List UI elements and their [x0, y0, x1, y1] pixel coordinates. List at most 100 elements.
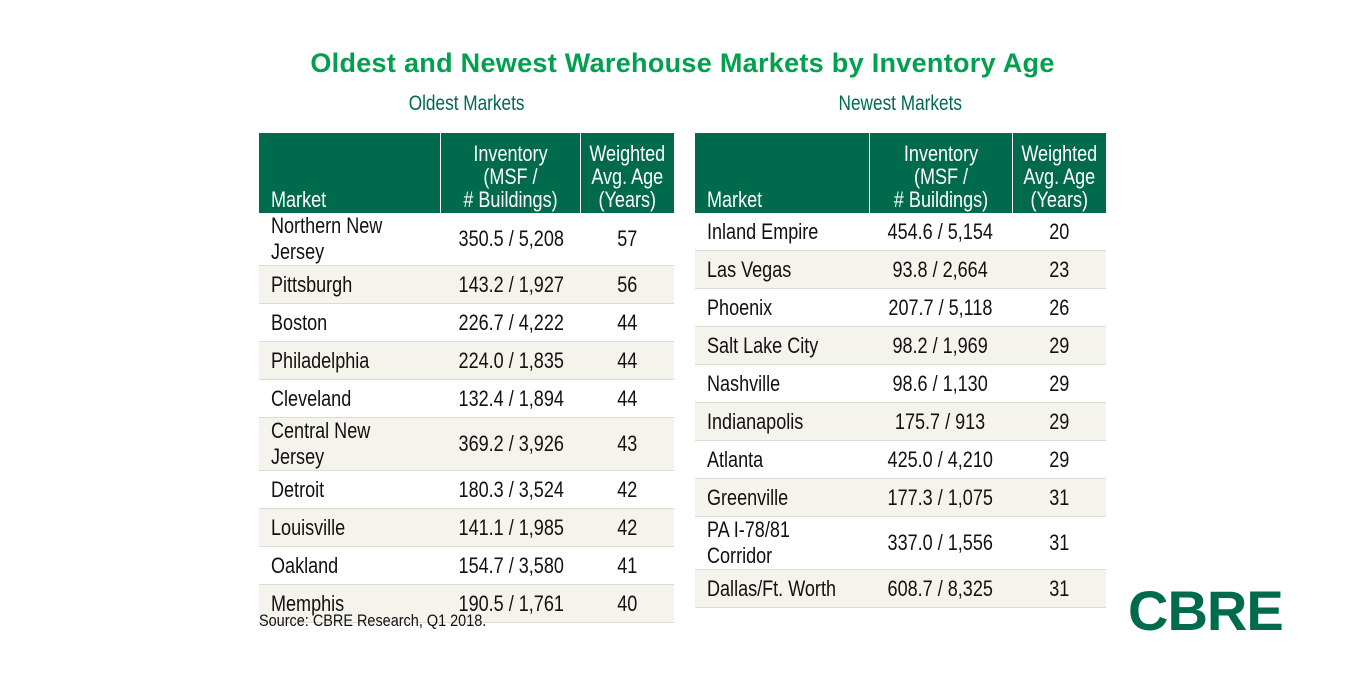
age-cell: 29	[1012, 326, 1106, 365]
cell-text: Northern New Jersey	[271, 213, 383, 264]
table-row: Phoenix 207.7 / 5,118 26	[695, 288, 1106, 327]
cell-text: 26	[1048, 294, 1070, 320]
market-cell: Cleveland	[259, 379, 441, 418]
age-cell: 44	[580, 303, 674, 342]
market-cell: Atlanta	[695, 440, 869, 479]
column-header: Market	[259, 133, 442, 213]
chart-title: Oldest and Newest Warehouse Markets by I…	[310, 48, 1055, 78]
table-row: Central New Jersey 369.2 / 3,926 43	[259, 417, 674, 471]
cell-text: 29	[1048, 408, 1070, 434]
cell-text: 369.2 / 3,926	[458, 431, 564, 456]
cell-text: 226.7 / 4,222	[458, 309, 564, 335]
cell-text: 190.5 / 1,761	[458, 590, 564, 616]
column-header: Market	[695, 133, 870, 213]
inventory-cell: 350.5 / 5,208	[440, 213, 581, 266]
market-cell: Detroit	[259, 470, 441, 509]
cell-text: Indianapolis	[707, 408, 804, 434]
cell-text: PA I-78/81 Corridor	[707, 517, 790, 568]
market-cell: Salt Lake City	[695, 326, 869, 365]
cell-text: 98.2 / 1,969	[892, 332, 989, 358]
cell-text: 44	[617, 385, 638, 411]
inventory-cell: 224.0 / 1,835	[440, 341, 581, 380]
table-row: Las Vegas 93.8 / 2,664 23	[695, 250, 1106, 289]
market-cell: PA I-78/81 Corridor	[695, 516, 869, 570]
market-cell: Louisville	[259, 508, 441, 547]
market-cell: Inland Empire	[695, 213, 869, 251]
market-cell: Oakland	[259, 546, 441, 585]
oldest-markets-table: Market Inventory (MSF / # Buildings) Weight…	[259, 133, 674, 623]
table-row: Salt Lake City 98.2 / 1,969 29	[695, 326, 1106, 365]
column-header-text: Weighted Avg. Age (Years)	[589, 141, 666, 212]
cell-text: 29	[1048, 446, 1070, 472]
cell-text: 31	[1048, 575, 1070, 601]
age-cell: 40	[580, 584, 674, 623]
table-row: Inland Empire 454.6 / 5,154 20	[695, 213, 1106, 251]
table-row: Pittsburgh 143.2 / 1,927 56	[259, 265, 674, 304]
cell-text: 44	[617, 309, 638, 335]
market-cell: Greenville	[695, 478, 869, 517]
market-cell: Central New Jersey	[259, 417, 441, 471]
table-row: Indianapolis 175.7 / 913 29	[695, 402, 1106, 441]
cell-text: Philadelphia	[271, 347, 370, 373]
inventory-cell: 98.2 / 1,969	[869, 326, 1012, 365]
cell-text: 350.5 / 5,208	[458, 226, 564, 251]
table-row: Northern New Jersey 350.5 / 5,208 57	[259, 213, 674, 266]
age-cell: 29	[1012, 402, 1106, 441]
column-header: Inventory (MSF / # Buildings)	[440, 133, 582, 213]
inventory-cell: 454.6 / 5,154	[869, 213, 1012, 251]
cell-text: 56	[617, 271, 638, 297]
cell-text: 44	[617, 347, 638, 373]
inventory-cell: 141.1 / 1,985	[440, 508, 581, 547]
inventory-cell: 154.7 / 3,580	[440, 546, 581, 585]
cbre-logo: CBRE	[1128, 579, 1284, 642]
cell-text: 29	[1048, 332, 1070, 358]
age-cell: 44	[580, 379, 674, 418]
cell-text: 180.3 / 3,524	[458, 476, 564, 502]
cell-text: 141.1 / 1,985	[458, 514, 564, 540]
inventory-cell: 93.8 / 2,664	[869, 250, 1012, 289]
cell-text: Cleveland	[271, 385, 352, 411]
age-cell: 31	[1012, 516, 1106, 570]
newest-markets-table: Market Inventory (MSF / # Buildings) Weight…	[695, 133, 1106, 608]
inventory-cell: 98.6 / 1,130	[869, 364, 1012, 403]
market-cell: Indianapolis	[695, 402, 869, 441]
oldest-subtitle: Oldest Markets	[408, 92, 525, 115]
table-row: Boston 226.7 / 4,222 44	[259, 303, 674, 342]
market-cell: Boston	[259, 303, 441, 342]
table-row: Nashville 98.6 / 1,130 29	[695, 364, 1106, 403]
inventory-cell: 226.7 / 4,222	[440, 303, 581, 342]
inventory-cell: 177.3 / 1,075	[869, 478, 1012, 517]
inventory-cell: 337.0 / 1,556	[869, 516, 1012, 570]
column-header: Inventory (MSF / # Buildings)	[869, 133, 1013, 213]
cell-text: 31	[1048, 484, 1070, 510]
cell-text: 454.6 / 5,154	[887, 218, 994, 244]
market-cell: Las Vegas	[695, 250, 869, 289]
cell-text: 154.7 / 3,580	[458, 552, 564, 578]
column-header-text: Weighted Avg. Age (Years)	[1021, 141, 1098, 212]
age-cell: 42	[580, 470, 674, 509]
cell-text: 425.0 / 4,210	[887, 446, 994, 472]
cell-text: 224.0 / 1,835	[458, 347, 564, 373]
cell-text: 40	[617, 590, 638, 616]
age-cell: 31	[1012, 478, 1106, 517]
age-cell: 26	[1012, 288, 1106, 327]
cell-text: 98.6 / 1,130	[892, 370, 989, 396]
inventory-cell: 207.7 / 5,118	[869, 288, 1012, 327]
cell-text: 143.2 / 1,927	[458, 271, 564, 297]
newest-subtitle: Newest Markets	[838, 92, 963, 115]
table-row: Memphis 190.5 / 1,761 40	[259, 584, 674, 623]
inventory-cell: 180.3 / 3,524	[440, 470, 581, 509]
cell-text: Oakland	[271, 552, 339, 578]
age-cell: 29	[1012, 440, 1106, 479]
inventory-cell: 190.5 / 1,761	[440, 584, 581, 623]
cell-text: 31	[1048, 530, 1070, 555]
table-row: Louisville 141.1 / 1,985 42	[259, 508, 674, 547]
cell-text: 175.7 / 913	[895, 408, 986, 434]
column-header-text: Inventory (MSF / # Buildings)	[463, 141, 559, 212]
cell-text: Phoenix	[707, 294, 773, 320]
age-cell: 41	[580, 546, 674, 585]
column-header-text: Market	[707, 187, 763, 212]
age-cell: 29	[1012, 364, 1106, 403]
cell-text: 337.0 / 1,556	[887, 530, 994, 555]
inventory-cell: 425.0 / 4,210	[869, 440, 1012, 479]
